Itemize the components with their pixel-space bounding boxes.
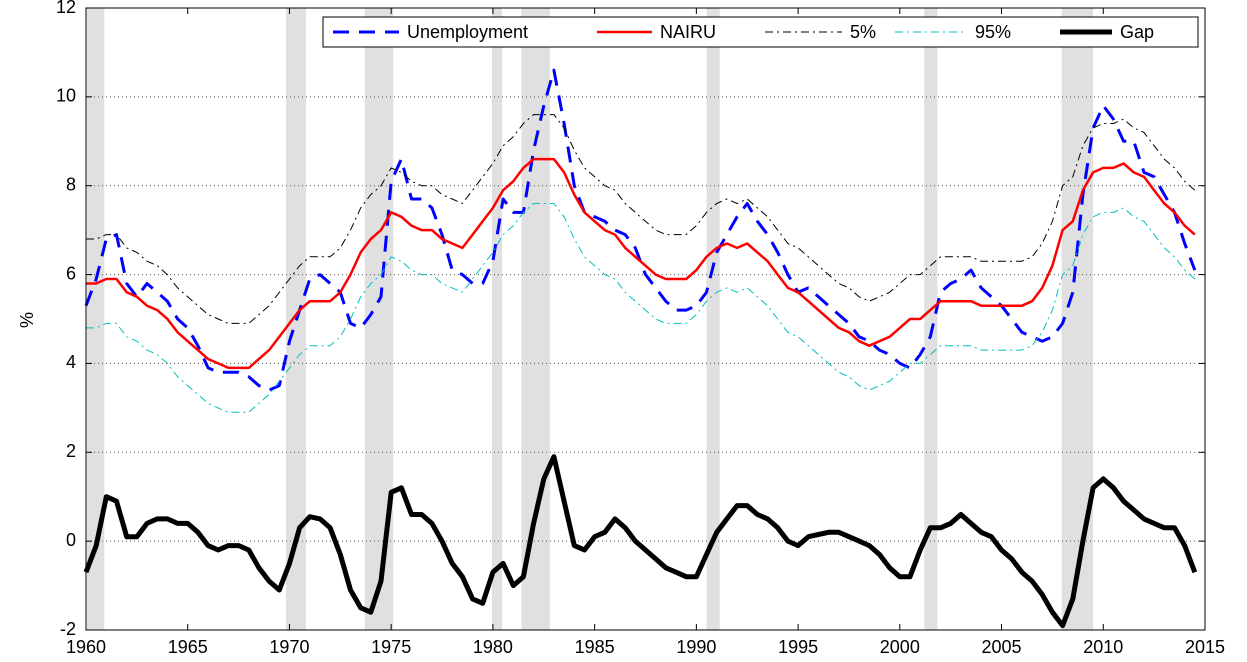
x-tick-label: 2000 [880,637,920,657]
x-tick-label: 1975 [371,637,411,657]
legend-label: 95% [975,22,1011,42]
y-tick-label: 2 [66,441,76,461]
series-line [84,68,1197,392]
x-tick-label: 1980 [473,637,513,657]
x-tick-label: 1990 [676,637,716,657]
legend-label: Gap [1120,22,1154,42]
x-tick-label: 1970 [269,637,309,657]
x-tick-label: 1960 [66,637,106,657]
legend-label: NAIRU [660,22,716,42]
legend-box [322,16,1199,48]
y-tick-label: -2 [60,619,76,639]
x-tick-label: 2005 [982,637,1022,657]
x-tick-label: 1985 [575,637,615,657]
shaded-period [87,8,105,630]
shaded-period [706,8,720,630]
shaded-period [924,8,938,630]
legend-label: 5% [850,22,876,42]
shaded-period [491,8,503,630]
x-tick-label: 1965 [168,637,208,657]
x-tick-label: 2010 [1083,637,1123,657]
y-axis-label: % [17,312,37,328]
y-tick-label: 10 [56,86,76,106]
x-tick-label: 2015 [1185,637,1225,657]
y-tick-label: 6 [66,263,76,283]
x-tick-label: 1995 [778,637,818,657]
plot-frame [85,7,1206,631]
y-tick-label: 12 [56,0,76,17]
series-line [83,454,1198,629]
y-tick-label: 0 [66,530,76,550]
y-tick-label: 8 [66,174,76,194]
series-line [86,157,1196,370]
shaded-period [521,8,550,630]
legend-label: Unemployment [407,22,528,42]
series-line [86,114,1196,324]
shaded-period [1061,8,1094,630]
y-tick-label: 4 [66,352,76,372]
